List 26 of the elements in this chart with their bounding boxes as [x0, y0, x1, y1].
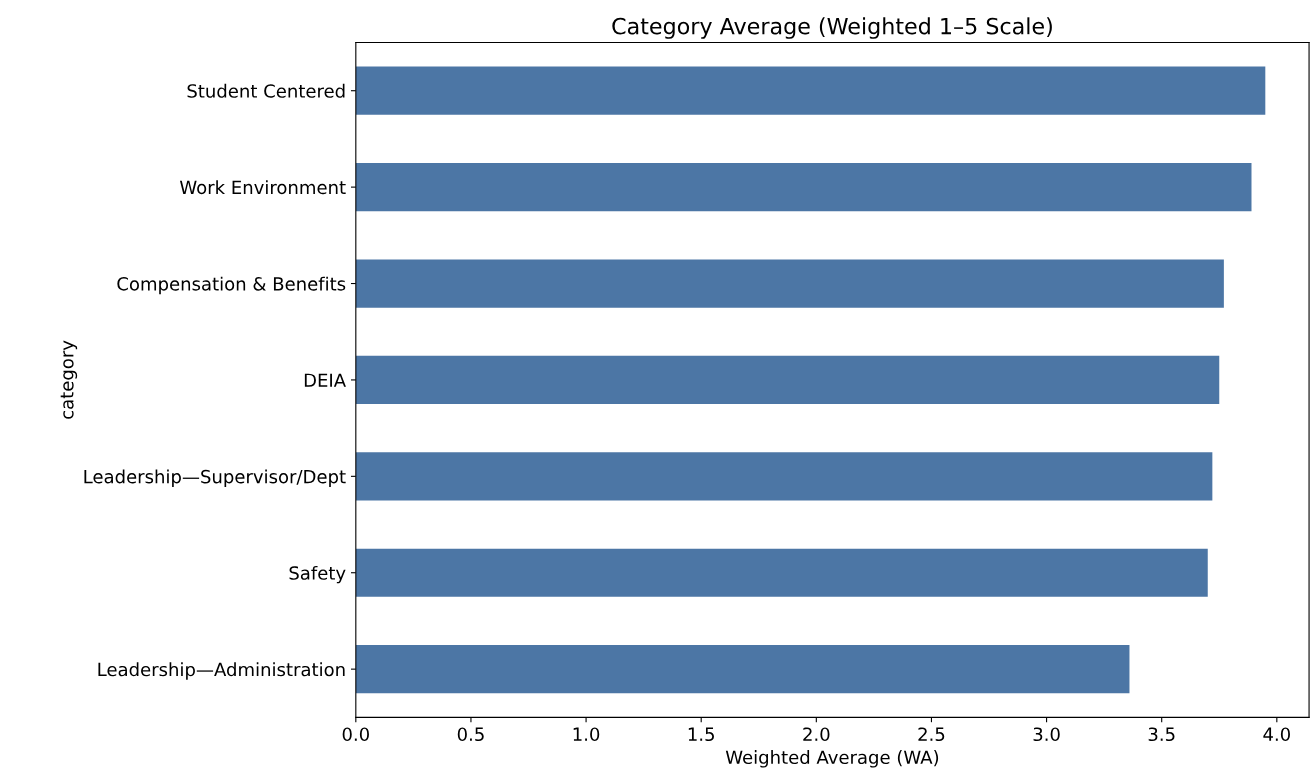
- x-tick-label: 3.5: [1148, 727, 1175, 742]
- bar: [355, 66, 1266, 115]
- y-axis-title: category: [60, 340, 78, 419]
- bar: [355, 355, 1220, 405]
- bar: [355, 259, 1224, 308]
- bar: [355, 548, 1208, 597]
- y-tick-label: Work Environment: [179, 180, 346, 195]
- y-tick-label: Leadership—Supervisor/Dept: [84, 469, 346, 487]
- y-tick-label: Leadership—Administration: [98, 662, 345, 680]
- x-tick-label: 3.0: [1033, 727, 1060, 742]
- x-tick-label: 2.5: [918, 727, 945, 742]
- chart-title: Category Average (Weighted 1–5 Scale): [612, 17, 1052, 39]
- bar: [355, 452, 1213, 501]
- y-tick-label: Student Centered: [187, 83, 345, 98]
- x-tick-label: 1.5: [688, 727, 714, 742]
- x-tick-label: 1.0: [573, 727, 600, 742]
- x-axis-title: Weighted Average (WA): [725, 750, 939, 768]
- y-tick-label: Compensation & Benefits: [117, 276, 346, 295]
- y-tick-label: DEIA: [304, 373, 346, 387]
- x-tick-label: 0.0: [342, 727, 369, 742]
- x-tick-label: 2.0: [803, 727, 830, 742]
- bar: [355, 163, 1252, 212]
- y-tick-label: Safety: [289, 565, 346, 584]
- bar: [355, 645, 1130, 694]
- x-tick-label: 4.0: [1263, 727, 1290, 742]
- x-tick-label: 0.5: [457, 727, 484, 742]
